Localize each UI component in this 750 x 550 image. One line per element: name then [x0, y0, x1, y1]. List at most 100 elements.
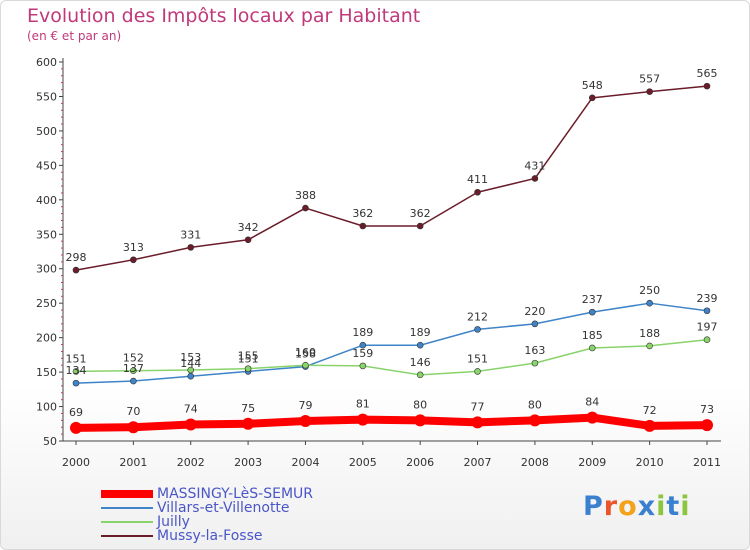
y-tick-label: 250	[36, 297, 57, 310]
data-point-juilly	[359, 362, 367, 370]
legend: MASSINGY-LèS-SEMUR Villars-et-Villenotte…	[101, 487, 313, 543]
data-point-massingy-l-s-semur	[299, 415, 312, 428]
brand-letter: x	[637, 491, 657, 522]
data-label-villars-et-villenotte: 212	[467, 310, 488, 323]
data-label-massingy-l-s-semur: 81	[356, 398, 370, 411]
brand-letter: i	[680, 491, 691, 522]
legend-label-juilly: Juilly	[157, 514, 190, 530]
brand-letter: t	[666, 491, 681, 522]
data-point-massingy-l-s-semur	[643, 419, 656, 432]
y-tick-label: 300	[36, 263, 57, 276]
y-tick-label: 150	[36, 366, 57, 379]
data-point-juilly	[703, 336, 711, 344]
legend-swatch-villars	[101, 507, 153, 509]
legend-item-juilly: Juilly	[101, 515, 313, 529]
x-tick-label: 2002	[177, 456, 205, 469]
data-point-massingy-l-s-semur	[356, 413, 369, 426]
series-layer	[70, 82, 713, 434]
data-point-mussy-la-fosse	[703, 82, 711, 90]
data-label-massingy-l-s-semur: 84	[585, 396, 599, 409]
data-point-massingy-l-s-semur	[242, 417, 255, 430]
series-line-massingy-l-s-semur	[72, 413, 711, 432]
data-label-massingy-l-s-semur: 74	[184, 402, 198, 415]
data-label-villars-et-villenotte: 250	[639, 284, 660, 297]
y-tick-label: 350	[36, 228, 57, 241]
data-point-juilly	[244, 365, 252, 372]
data-label-mussy-la-fosse: 557	[639, 73, 660, 86]
data-label-massingy-l-s-semur: 70	[126, 405, 140, 418]
data-point-massingy-l-s-semur	[471, 416, 484, 429]
data-point-massingy-l-s-semur	[528, 414, 541, 427]
axes	[62, 58, 721, 442]
y-tick-label: 450	[36, 159, 57, 172]
data-label-mussy-la-fosse: 388	[295, 189, 316, 202]
data-point-mussy-la-fosse	[646, 88, 653, 95]
y-tick-label: 500	[36, 125, 57, 138]
data-point-massingy-l-s-semur	[184, 418, 197, 431]
data-label-mussy-la-fosse: 362	[410, 207, 431, 220]
data-point-mussy-la-fosse	[187, 244, 195, 251]
data-point-juilly	[646, 342, 653, 350]
data-point-villars-et-villenotte	[703, 307, 711, 315]
data-label-villars-et-villenotte: 137	[123, 362, 144, 375]
data-label-mussy-la-fosse: 548	[582, 79, 603, 92]
data-point-juilly	[130, 367, 137, 375]
data-label-villars-et-villenotte: 237	[582, 293, 603, 306]
data-point-massingy-l-s-semur	[701, 419, 713, 432]
data-point-villars-et-villenotte	[359, 341, 367, 349]
data-label-juilly: 159	[352, 347, 373, 360]
data-label-massingy-l-s-semur: 79	[298, 399, 312, 412]
data-point-villars-et-villenotte	[588, 308, 596, 316]
legend-item-massingy: MASSINGY-LèS-SEMUR	[101, 487, 313, 501]
data-label-juilly: 188	[639, 327, 660, 340]
data-label-mussy-la-fosse: 431	[524, 159, 545, 172]
data-label-juilly: 153	[180, 351, 201, 364]
data-label-mussy-la-fosse: 313	[123, 241, 144, 254]
y-tick-label: 550	[36, 90, 57, 103]
x-tick-label: 2001	[119, 456, 147, 469]
data-point-massingy-l-s-semur	[414, 414, 427, 427]
y-tick-label: 200	[36, 332, 57, 345]
y-tick-label: 600	[36, 56, 57, 69]
data-label-villars-et-villenotte: 144	[180, 357, 201, 370]
brand-letter: P	[583, 491, 604, 522]
x-tick-label: 2011	[693, 456, 721, 469]
legend-label-villars: Villars-et-Villenotte	[157, 500, 290, 516]
chart-title: Evolution des Impôts locaux par Habitant	[27, 5, 421, 27]
data-point-villars-et-villenotte	[646, 299, 653, 307]
data-label-mussy-la-fosse: 565	[697, 67, 718, 80]
data-label-juilly: 146	[410, 356, 431, 369]
x-tick-label: 2000	[62, 456, 90, 469]
data-point-mussy-la-fosse	[416, 222, 424, 230]
data-point-mussy-la-fosse	[244, 236, 252, 244]
data-label-juilly: 155	[238, 350, 259, 363]
data-label-villars-et-villenotte: 189	[352, 326, 373, 339]
legend-label-mussy: Mussy-la-Fosse	[157, 528, 263, 544]
data-point-mussy-la-fosse	[474, 188, 481, 196]
data-label-massingy-l-s-semur: 72	[643, 404, 657, 417]
data-point-mussy-la-fosse	[72, 266, 80, 274]
data-label-villars-et-villenotte: 189	[410, 326, 431, 339]
data-point-massingy-l-s-semur	[70, 421, 82, 434]
data-label-mussy-la-fosse: 411	[467, 173, 488, 186]
data-label-villars-et-villenotte: 134	[66, 364, 87, 377]
x-tick-label: 2008	[521, 456, 549, 469]
data-label-mussy-la-fosse: 342	[238, 221, 259, 234]
series-line-juilly	[75, 338, 708, 376]
brand-letter: i	[656, 491, 667, 522]
data-label-villars-et-villenotte: 158	[295, 348, 316, 361]
series-line-mussy-la-fosse	[75, 85, 708, 271]
data-label-massingy-l-s-semur: 75	[241, 402, 255, 415]
data-label-massingy-l-s-semur: 77	[471, 400, 485, 413]
data-point-villars-et-villenotte	[474, 326, 481, 333]
data-label-juilly: 197	[697, 321, 718, 334]
x-tick-label: 2003	[234, 456, 262, 469]
data-label-juilly: 160	[295, 346, 316, 359]
data-label-massingy-l-s-semur: 80	[528, 398, 542, 411]
data-label-massingy-l-s-semur: 69	[69, 406, 83, 419]
data-point-juilly	[588, 344, 596, 352]
x-tick-label: 2010	[636, 456, 664, 469]
data-point-villars-et-villenotte	[531, 320, 539, 328]
